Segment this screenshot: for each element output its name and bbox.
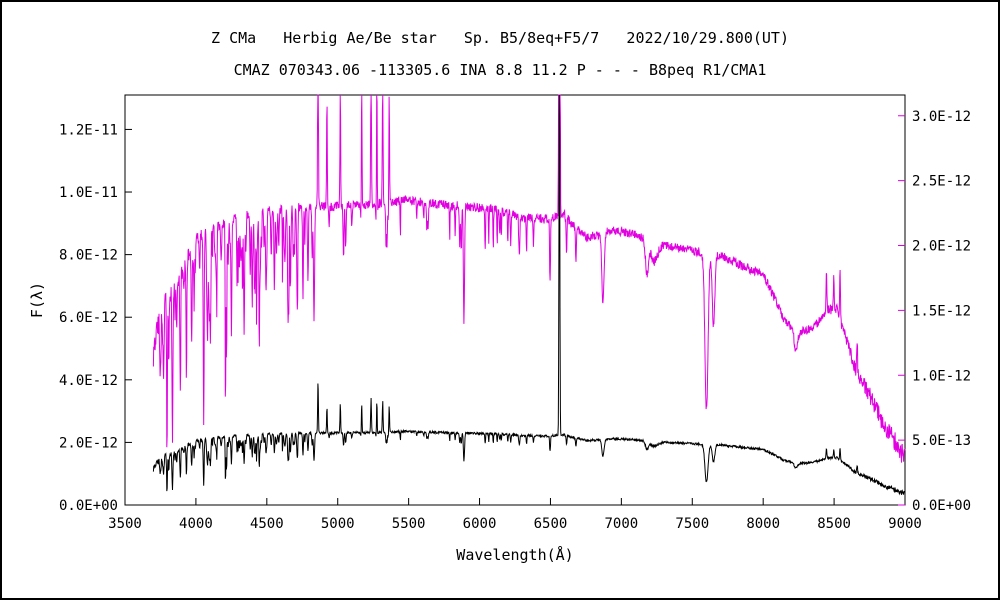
spectrum-path-right xyxy=(152,94,906,463)
y-left-tick-label: 1.0E-11 xyxy=(59,185,118,201)
y-left-tick-label: 8.0E-12 xyxy=(59,248,118,264)
y-left-tick-label: 4.0E-12 xyxy=(59,373,118,389)
x-tick-label: 8500 xyxy=(817,516,851,532)
y-right-tick-label: 3.0E-12 xyxy=(912,109,971,125)
x-axis-label: Wavelength(Å) xyxy=(456,545,573,564)
y-right-tick-label: 2.5E-12 xyxy=(912,174,971,190)
y-right-tick-label: 5.0E-13 xyxy=(912,433,971,449)
y-right-tick-label: 2.0E-12 xyxy=(912,239,971,255)
y-left-tick-label: 1.2E-11 xyxy=(59,122,118,138)
y-axis-label: F(λ) xyxy=(28,282,46,318)
y-left-tick-label: 0.0E+00 xyxy=(59,498,118,514)
x-tick-label: 3500 xyxy=(108,516,142,532)
x-tick-label: 6000 xyxy=(463,516,497,532)
y-right-tick-label: 1.0E-12 xyxy=(912,368,971,384)
y-right-tick-label: 1.5E-12 xyxy=(912,303,971,319)
y-right-tick-label: 0.0E+00 xyxy=(912,498,971,514)
x-tick-label: 4000 xyxy=(179,516,213,532)
y-left-tick-label: 6.0E-12 xyxy=(59,310,118,326)
x-tick-label: 4500 xyxy=(250,516,284,532)
x-tick-label: 9000 xyxy=(888,516,922,532)
spectrum-curves xyxy=(152,94,906,496)
axis-ticks: 3500 4000 4500 5000 5500 6000 6500 7000 7500 8000… xyxy=(59,109,971,532)
y-left-tick-label: 2.0E-12 xyxy=(59,435,118,451)
chart-title-line1: Z CMa Herbig Ae/Be star Sp. B5/8eq+F5/7 … xyxy=(211,29,789,47)
x-tick-label: 5000 xyxy=(321,516,355,532)
x-tick-label: 6500 xyxy=(534,516,568,532)
x-tick-label: 7000 xyxy=(605,516,639,532)
chart-title-line2: CMAZ 070343.06 -113305.6 INA 8.8 11.2 P … xyxy=(234,61,767,79)
x-tick-label: 5500 xyxy=(392,516,426,532)
x-tick-label: 7500 xyxy=(675,516,709,532)
x-tick-label: 8000 xyxy=(746,516,780,532)
spectrum-path-left xyxy=(152,94,906,496)
plot-area-border xyxy=(124,94,906,506)
